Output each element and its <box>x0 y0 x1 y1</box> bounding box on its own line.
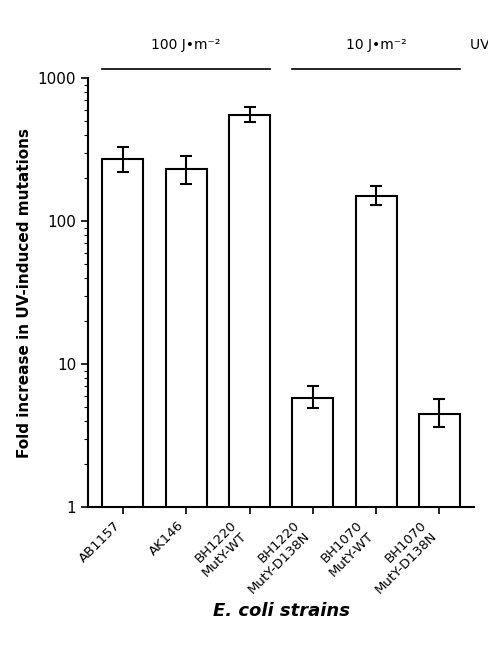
Y-axis label: Fold increase in UV-induced mutations: Fold increase in UV-induced mutations <box>17 127 32 458</box>
Bar <box>228 115 269 650</box>
Bar <box>418 413 459 650</box>
Bar <box>292 398 333 650</box>
Bar <box>165 169 206 650</box>
X-axis label: E. coli strains: E. coli strains <box>212 602 349 620</box>
Text: 10 J•m⁻²: 10 J•m⁻² <box>345 38 406 52</box>
Text: 100 J•m⁻²: 100 J•m⁻² <box>151 38 221 52</box>
Text: UV dose: UV dose <box>469 38 488 52</box>
Bar <box>102 159 143 650</box>
Bar <box>355 196 396 650</box>
